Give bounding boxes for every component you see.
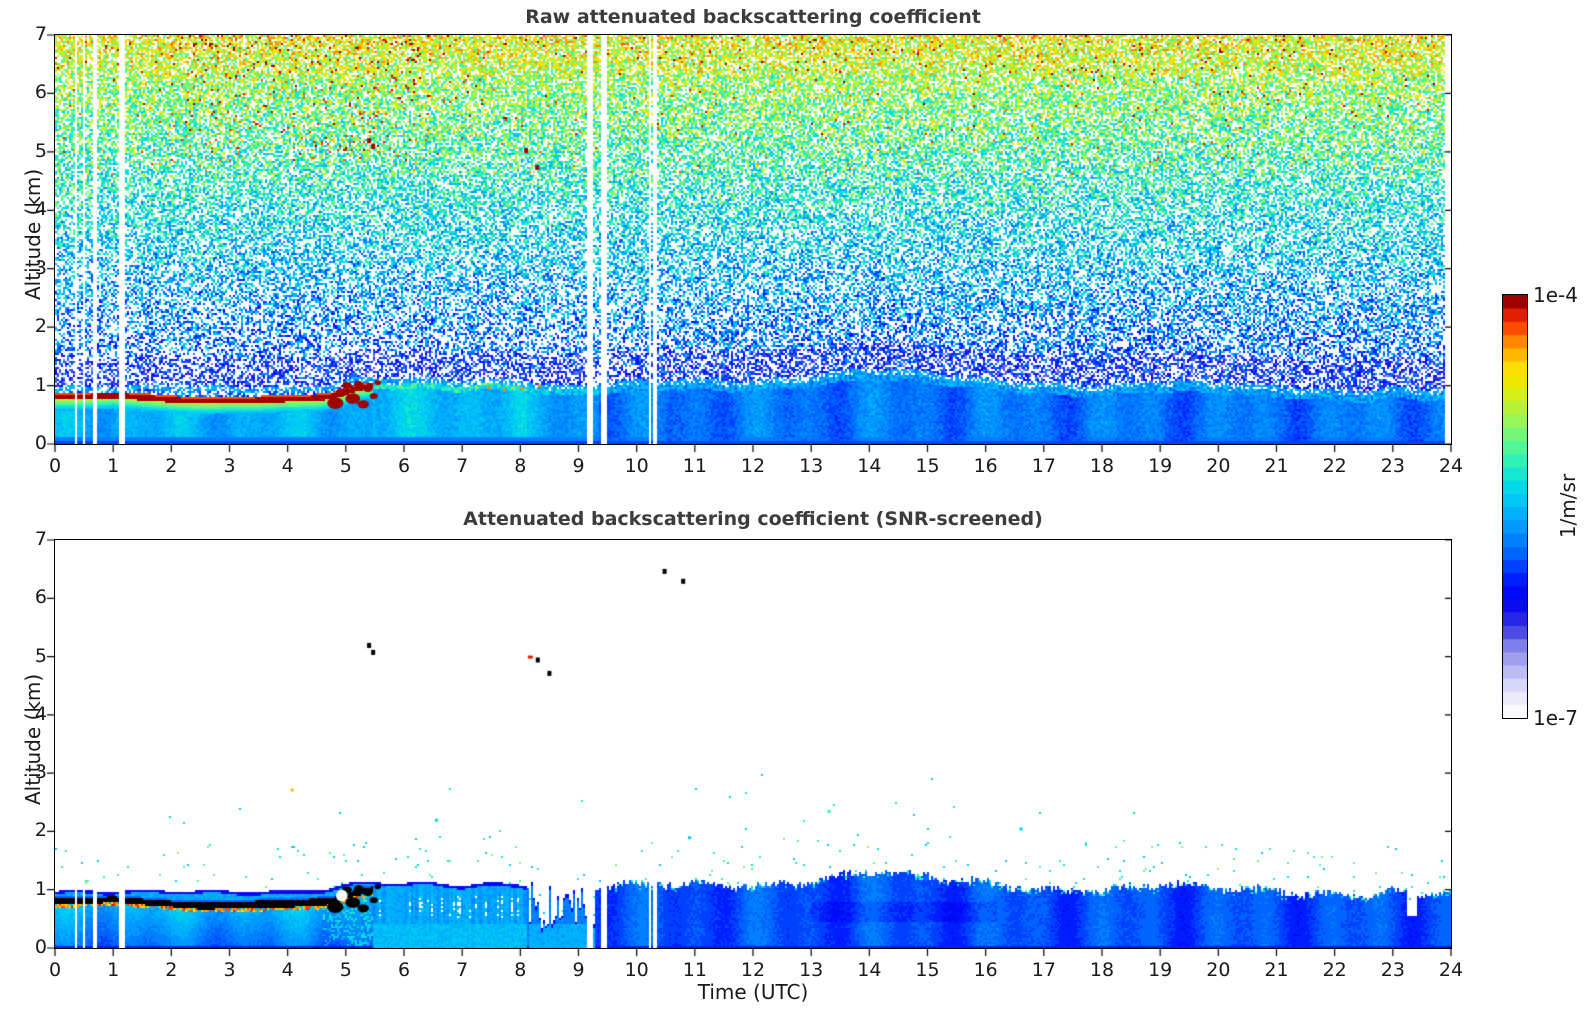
x-tick-label-raw: 15	[915, 455, 940, 477]
x-tick-label-screened: 13	[799, 959, 824, 981]
y-tick-label-screened: 7	[34, 528, 47, 550]
x-tick-label-raw: 1	[107, 455, 120, 477]
x-tick-label-raw: 24	[1438, 455, 1464, 477]
x-tick-label-screened: 4	[281, 959, 294, 981]
x-tick-label-screened: 20	[1206, 959, 1231, 981]
x-tick-label-screened: 1	[107, 959, 120, 981]
colorbar-min-label: 1e-7	[1533, 706, 1578, 730]
y-tick-label-raw: 4	[34, 198, 47, 221]
colorbar-canvas	[1503, 295, 1527, 718]
colorbar-max-label: 1e-4	[1533, 283, 1578, 307]
raw-heatmap-panel	[54, 34, 1452, 445]
x-tick-label-raw: 19	[1148, 455, 1173, 477]
x-tick-label-screened: 5	[339, 959, 352, 981]
y-tick-label-raw: 3	[34, 256, 47, 279]
y-tick-label-screened: 0	[34, 936, 47, 958]
x-tick-label-screened: 24	[1438, 959, 1464, 981]
x-tick-label-screened: 16	[973, 959, 998, 981]
x-axis-label: Time (UTC)	[697, 980, 809, 1004]
x-tick-label-raw: 11	[682, 455, 707, 477]
y-tick-label-screened: 6	[34, 586, 47, 609]
x-tick-label-screened: 3	[223, 959, 236, 981]
x-tick-label-raw: 6	[397, 455, 411, 477]
y-tick-label-raw: 5	[34, 139, 47, 162]
x-tick-label-raw: 9	[572, 455, 585, 477]
y-tick-label-raw: 7	[34, 23, 47, 45]
y-tick-label-screened: 2	[34, 819, 47, 842]
x-tick-label-screened: 9	[572, 959, 585, 981]
x-tick-label-raw: 13	[799, 455, 824, 477]
x-tick-label-screened: 12	[740, 959, 766, 981]
x-tick-label-raw: 8	[514, 455, 527, 477]
x-tick-label-raw: 7	[456, 455, 469, 477]
y-tick-label-screened: 4	[34, 702, 47, 725]
x-tick-label-screened: 11	[682, 959, 707, 981]
x-tick-label-screened: 18	[1089, 959, 1115, 981]
x-tick-label-raw: 23	[1380, 455, 1405, 477]
x-tick-label-raw: 3	[223, 455, 236, 477]
x-tick-label-raw: 10	[624, 455, 649, 477]
x-tick-label-raw: 17	[1031, 455, 1056, 477]
y-tick-label-raw: 2	[34, 315, 47, 338]
x-tick-label-screened: 23	[1380, 959, 1405, 981]
y-tick-label-screened: 1	[34, 877, 47, 900]
raw-heatmap-canvas	[55, 35, 1451, 444]
x-tick-label-raw: 5	[339, 455, 352, 477]
x-tick-label-screened: 19	[1148, 959, 1173, 981]
x-tick-label-raw: 18	[1089, 455, 1115, 477]
x-tick-label-screened: 22	[1322, 959, 1347, 981]
x-tick-label-raw: 2	[165, 455, 178, 477]
x-tick-label-screened: 14	[857, 959, 882, 981]
x-tick-label-raw: 4	[281, 455, 294, 477]
x-tick-label-screened: 0	[48, 959, 62, 981]
x-tick-label-screened: 21	[1264, 959, 1289, 981]
screened-heatmap-panel	[54, 539, 1452, 949]
x-tick-label-screened: 10	[624, 959, 649, 981]
x-tick-label-screened: 17	[1031, 959, 1056, 981]
x-tick-label-raw: 21	[1264, 455, 1289, 477]
x-tick-label-screened: 15	[915, 959, 940, 981]
x-tick-label-raw: 22	[1322, 455, 1347, 477]
x-tick-label-raw: 20	[1206, 455, 1231, 477]
screened-heatmap-canvas	[55, 540, 1451, 948]
colorbar	[1502, 294, 1528, 719]
colorbar-unit-label: 1/m/sr	[1556, 473, 1581, 539]
y-tick-label-screened: 5	[34, 644, 47, 667]
x-tick-label-screened: 7	[456, 959, 469, 981]
x-tick-label-screened: 2	[165, 959, 178, 981]
y-tick-label-screened: 3	[34, 761, 47, 784]
x-tick-label-screened: 6	[397, 959, 411, 981]
x-tick-label-raw: 14	[857, 455, 882, 477]
x-tick-label-screened: 8	[514, 959, 527, 981]
x-tick-label-raw: 0	[48, 455, 62, 477]
x-tick-label-raw: 16	[973, 455, 998, 477]
y-tick-label-raw: 0	[34, 432, 47, 454]
raw-panel-title: Raw attenuated backscattering coefficien…	[525, 6, 981, 28]
y-tick-label-raw: 6	[34, 81, 47, 104]
screened-panel-title: Attenuated backscattering coefficient (S…	[463, 508, 1043, 530]
y-tick-label-raw: 1	[34, 373, 47, 396]
x-tick-label-raw: 12	[740, 455, 766, 477]
